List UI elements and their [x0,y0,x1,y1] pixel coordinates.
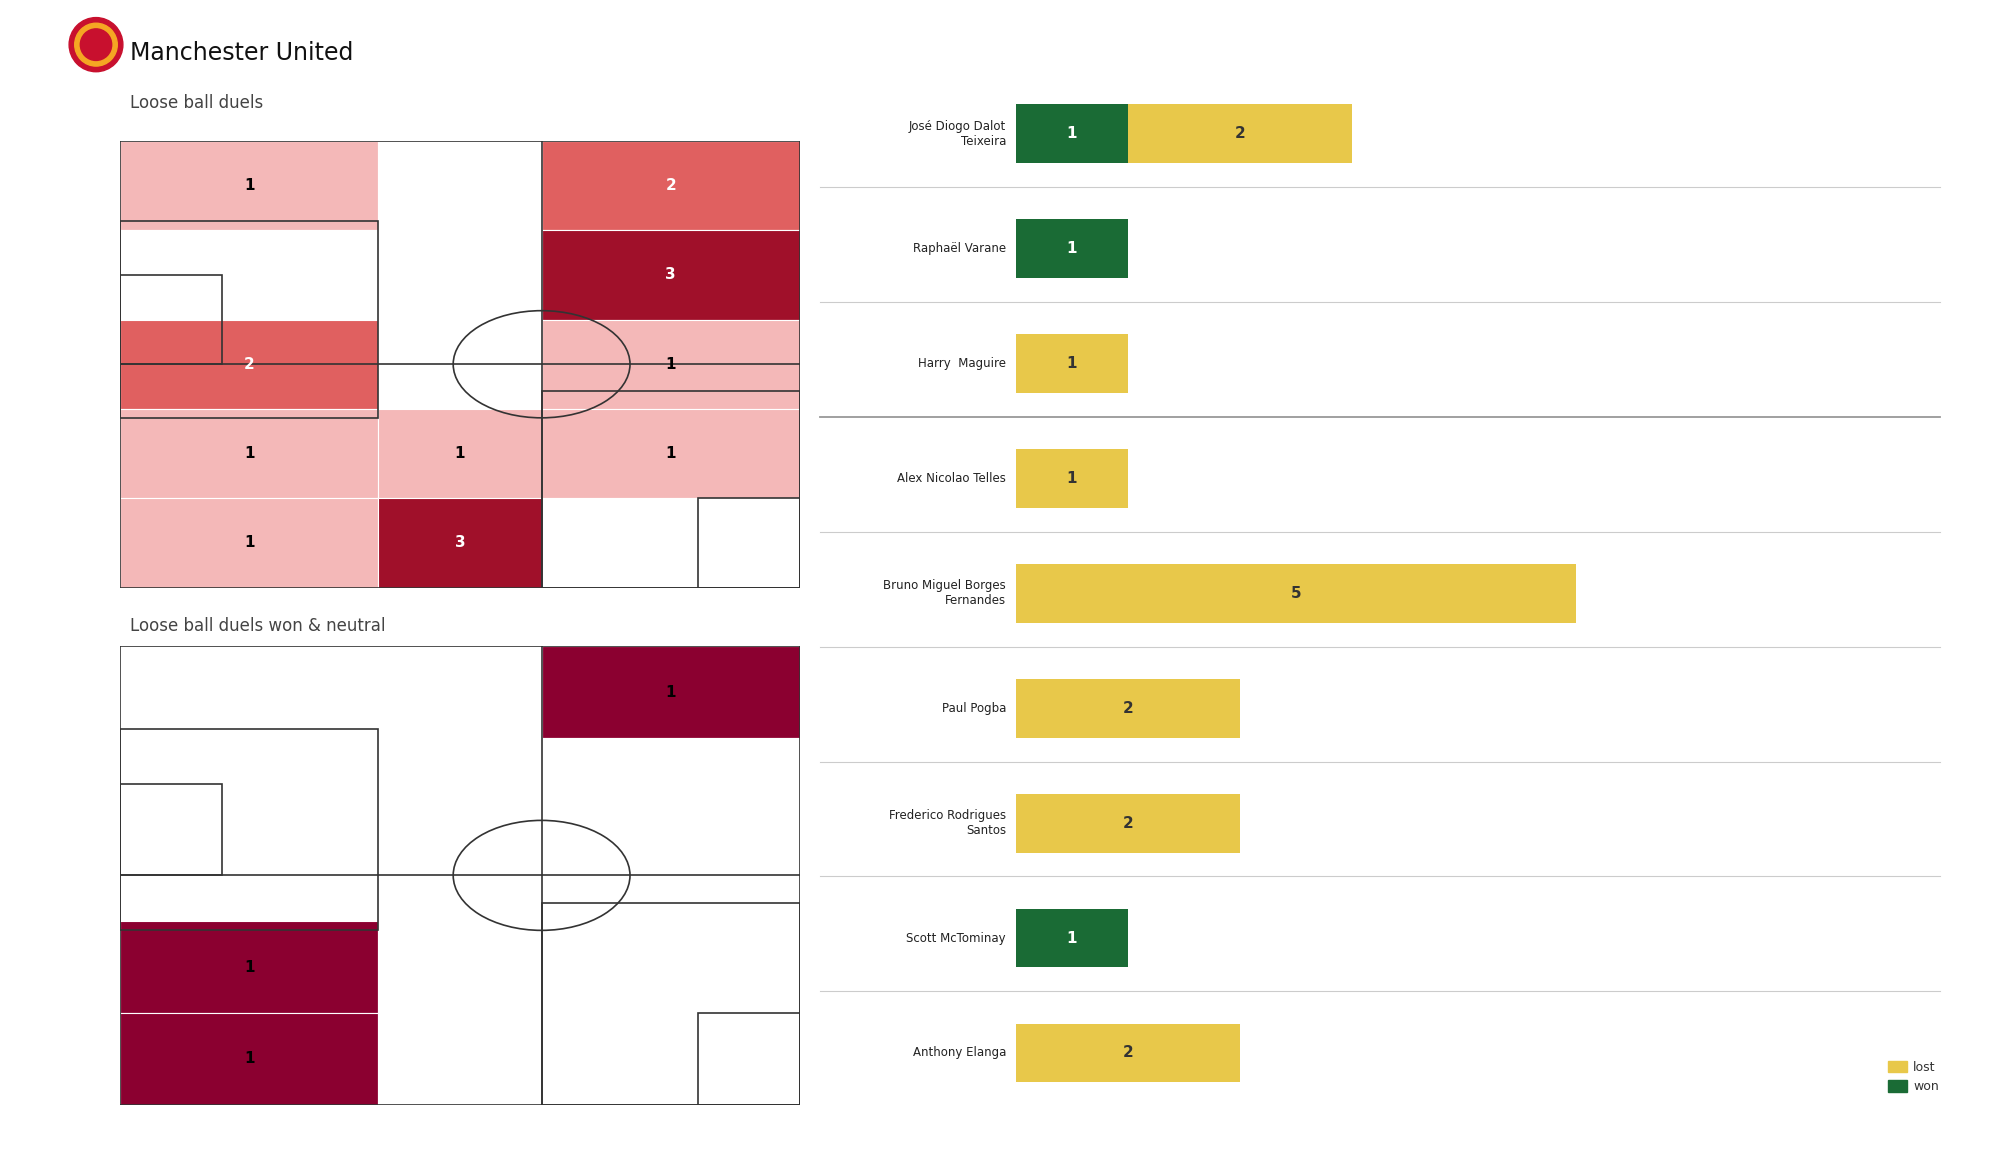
Text: 1: 1 [244,446,254,461]
Bar [120,1013,378,1104]
Text: 2: 2 [1122,700,1134,716]
Text: 1: 1 [244,960,254,974]
Bar [1016,334,1128,392]
Bar [120,409,378,498]
Bar [120,830,378,921]
Text: 1: 1 [244,179,254,193]
Circle shape [70,18,122,72]
Text: 1: 1 [1066,931,1078,946]
Text: 1: 1 [666,357,676,371]
Text: 1: 1 [1066,356,1078,371]
Circle shape [80,29,112,60]
Bar [542,409,800,498]
Bar [120,498,378,588]
Text: 2: 2 [1122,815,1134,831]
Bar [378,646,542,738]
Bar [378,738,542,830]
Text: 1: 1 [666,685,676,699]
Bar [542,738,800,830]
Text: 1: 1 [666,446,676,461]
Bar [378,141,542,230]
Bar [1016,794,1240,853]
Text: José Diogo Dalot
Teixeira: José Diogo Dalot Teixeira [908,120,1006,148]
Bar [542,1013,800,1104]
Bar [120,646,378,738]
Text: 2: 2 [1234,127,1246,141]
Bar [120,728,378,931]
Text: 1: 1 [244,1052,254,1066]
Text: Raphaël Varane: Raphaël Varane [912,242,1006,255]
Bar [378,921,542,1013]
Bar [378,1013,542,1104]
Bar [698,1013,800,1104]
Text: 1: 1 [1066,241,1078,256]
Bar [1016,105,1128,163]
Text: 2: 2 [1122,1046,1134,1060]
Bar [542,141,800,230]
Bar [378,409,542,498]
Bar [120,275,222,364]
Text: Scott McTominay: Scott McTominay [906,932,1006,945]
Bar [542,230,800,320]
Text: 3: 3 [454,536,466,550]
Text: Alex Nicolao Telles: Alex Nicolao Telles [898,472,1006,485]
Text: Anthony Elanga: Anthony Elanga [912,1047,1006,1060]
Text: Bruno Miguel Borges
Fernandes: Bruno Miguel Borges Fernandes [884,579,1006,607]
Text: Manchester United: Manchester United [130,41,354,65]
Bar [378,320,542,409]
Text: Frederico Rodrigues
Santos: Frederico Rodrigues Santos [888,810,1006,837]
Bar [120,320,378,409]
Text: 2: 2 [244,357,254,371]
Bar [378,830,542,921]
Text: Loose ball duels: Loose ball duels [130,94,264,112]
Text: Harry  Maguire: Harry Maguire [918,357,1006,370]
Text: 1: 1 [1066,471,1078,486]
Bar [120,141,378,230]
Bar [1016,220,1128,278]
Bar [120,221,378,418]
Legend: lost, won: lost, won [1882,1056,1944,1099]
Bar [542,902,800,1104]
Bar [542,646,800,738]
Bar [1128,105,1352,163]
Circle shape [74,24,118,66]
Text: 3: 3 [666,268,676,282]
Bar [698,498,800,588]
Text: 1: 1 [454,446,466,461]
Text: 1: 1 [1066,127,1078,141]
Bar [542,921,800,1013]
Bar [120,230,378,320]
Bar [542,498,800,588]
Bar [542,391,800,588]
Text: 5: 5 [1290,586,1302,600]
Bar [120,784,222,875]
Bar [1016,449,1128,508]
Bar [120,921,378,1013]
Text: Loose ball duels won & neutral: Loose ball duels won & neutral [130,617,386,634]
Text: 2: 2 [666,179,676,193]
Bar [1016,908,1128,967]
Bar [542,830,800,921]
Bar [1016,564,1576,623]
Bar [378,230,542,320]
Text: 1: 1 [244,536,254,550]
Bar [1016,1023,1240,1082]
Bar [542,320,800,409]
Bar [378,498,542,588]
Bar [120,738,378,830]
Bar [1016,679,1240,738]
Text: Paul Pogba: Paul Pogba [942,701,1006,714]
